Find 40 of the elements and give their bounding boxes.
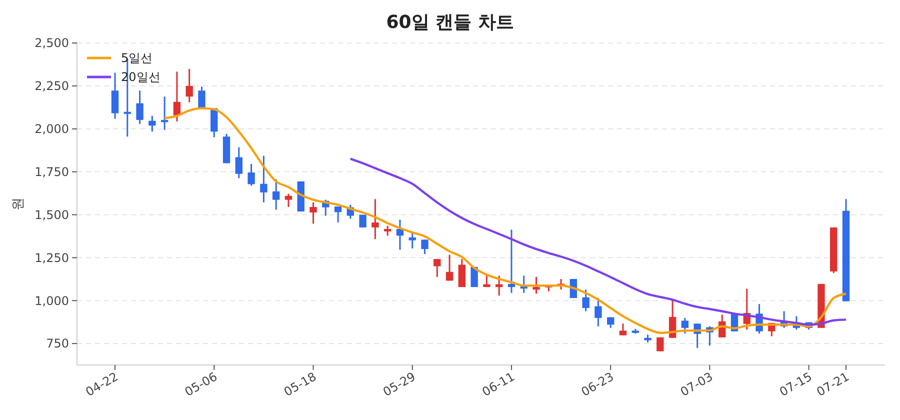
- candlestick: [434, 258, 441, 278]
- candlestick: [483, 274, 490, 288]
- y-tick-label: 2,250: [34, 79, 69, 94]
- y-tick-label: 2,500: [34, 36, 69, 50]
- chart-title: 60일 캔들 차트: [386, 12, 514, 33]
- y-tick-label: 1,500: [34, 208, 69, 222]
- candlestick: [248, 163, 255, 186]
- candlestick: [198, 86, 206, 110]
- candlestick: [372, 198, 379, 240]
- candlestick: [421, 238, 428, 255]
- candlestick: [136, 90, 144, 125]
- candlestick: [681, 317, 689, 334]
- candlestick: [582, 288, 590, 312]
- y-tick-label: 1,000: [34, 294, 69, 308]
- candlestick: [260, 155, 268, 204]
- candlestick: [446, 254, 454, 282]
- candlestick: [310, 202, 317, 224]
- candlestick: [186, 68, 193, 103]
- candlestick: [508, 228, 516, 294]
- candlestick: [148, 115, 156, 132]
- y-axis-title: 원: [11, 198, 26, 210]
- y-tick-label: 2,000: [34, 122, 69, 136]
- candlestick: [532, 276, 540, 294]
- candlestick: [384, 224, 392, 236]
- candlestick: [656, 336, 664, 352]
- candlestick: [334, 206, 342, 224]
- legend-label: 5일선: [121, 51, 153, 66]
- candlestick: [235, 146, 242, 179]
- candlestick: [173, 70, 181, 122]
- candlestick: [619, 322, 627, 336]
- candlestick: [272, 178, 280, 211]
- y-tick-label: 1,250: [34, 250, 69, 265]
- candlestick: [284, 193, 292, 208]
- y-tick-label: 1,750: [34, 165, 69, 179]
- candlestick: [408, 232, 416, 250]
- y-tick-label: 750: [46, 336, 69, 351]
- candlestick: [359, 214, 366, 228]
- candlestick: [594, 297, 602, 328]
- candlestick: [458, 258, 466, 288]
- candlestick: [111, 72, 119, 120]
